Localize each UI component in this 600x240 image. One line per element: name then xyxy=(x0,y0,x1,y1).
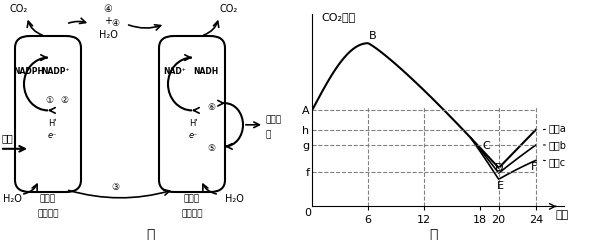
Text: NADP⁺: NADP⁺ xyxy=(41,67,70,77)
Text: e⁻: e⁻ xyxy=(48,131,58,140)
Text: ⑥: ⑥ xyxy=(208,103,215,113)
Text: 呼吸作用: 呼吸作用 xyxy=(181,209,203,218)
Text: Hʹ: Hʹ xyxy=(189,119,198,128)
Text: 做功的: 做功的 xyxy=(265,115,281,125)
Text: 能: 能 xyxy=(265,130,271,139)
Text: 叶绿体: 叶绿体 xyxy=(40,195,56,204)
Text: F: F xyxy=(532,162,538,172)
Text: H₂O: H₂O xyxy=(225,194,244,204)
Text: D: D xyxy=(495,163,503,173)
Text: ④: ④ xyxy=(112,19,119,29)
Text: ⑤: ⑤ xyxy=(208,144,215,153)
Text: 乙: 乙 xyxy=(429,228,437,240)
FancyBboxPatch shape xyxy=(159,36,225,192)
Text: Hʹ: Hʹ xyxy=(48,119,57,128)
Text: NAD⁺: NAD⁺ xyxy=(163,67,186,77)
Text: 光能: 光能 xyxy=(1,134,13,144)
Text: CO₂: CO₂ xyxy=(9,4,27,14)
Text: 甲: 甲 xyxy=(146,228,154,240)
Text: CO₂含量: CO₂含量 xyxy=(322,12,356,22)
Text: +: + xyxy=(104,16,112,26)
Text: 曲线a: 曲线a xyxy=(544,123,566,133)
FancyBboxPatch shape xyxy=(15,36,81,192)
Text: E: E xyxy=(497,181,504,191)
Text: B: B xyxy=(369,31,377,41)
Text: H₂O: H₂O xyxy=(98,30,118,40)
Text: 线粒体: 线粒体 xyxy=(184,195,200,204)
Text: NADH: NADH xyxy=(193,67,219,77)
Text: e⁻: e⁻ xyxy=(189,131,199,140)
Text: CO₂: CO₂ xyxy=(219,4,237,14)
Text: 曲线b: 曲线b xyxy=(544,140,566,150)
Text: 一天: 一天 xyxy=(556,210,569,220)
Text: C: C xyxy=(483,141,491,151)
Text: 光合作用: 光合作用 xyxy=(37,209,59,218)
Text: ②: ② xyxy=(61,96,68,105)
Text: ③: ③ xyxy=(112,183,119,192)
Text: ④: ④ xyxy=(104,4,112,14)
Text: 0: 0 xyxy=(304,208,311,218)
Text: 曲线c: 曲线c xyxy=(544,157,565,167)
Text: H₂O: H₂O xyxy=(3,194,22,204)
Text: ①: ① xyxy=(46,96,53,105)
Text: NADPH: NADPH xyxy=(14,67,44,77)
